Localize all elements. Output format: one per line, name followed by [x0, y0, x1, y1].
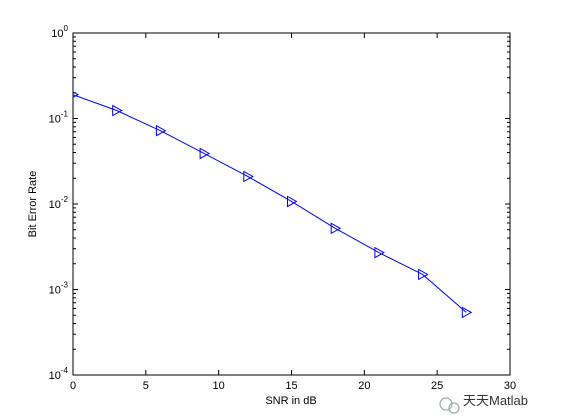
watermark: 天天Matlab	[463, 393, 528, 408]
x-tick-label: 15	[285, 380, 297, 392]
x-tick-label: 5	[143, 380, 149, 392]
watermark-icon	[439, 397, 460, 414]
y-tick-label: 10-2	[49, 195, 69, 211]
marker	[155, 124, 167, 137]
y-axis-label: Bit Error Rate	[27, 171, 39, 238]
x-axis-label: SNR in dB	[265, 395, 316, 407]
marker	[287, 195, 298, 208]
x-tick-label: 0	[70, 380, 76, 392]
y-tick-label: 10-4	[49, 366, 69, 382]
x-tick-label: 25	[431, 380, 443, 392]
marker	[243, 170, 254, 183]
marker	[199, 147, 211, 160]
series-line	[73, 94, 467, 313]
y-tick-label: 100	[51, 24, 68, 40]
marker	[461, 306, 473, 319]
y-tick-label: 10-3	[49, 281, 69, 297]
marker	[330, 222, 342, 235]
marker	[73, 91, 80, 99]
series-group	[73, 91, 473, 319]
marker	[374, 246, 385, 259]
x-tick-label: 30	[504, 380, 516, 392]
x-tick-label: 10	[213, 380, 225, 392]
marker	[418, 268, 429, 281]
x-tick-label: 20	[358, 380, 370, 392]
y-tick-label: 10-1	[49, 110, 69, 126]
marker	[112, 104, 123, 117]
